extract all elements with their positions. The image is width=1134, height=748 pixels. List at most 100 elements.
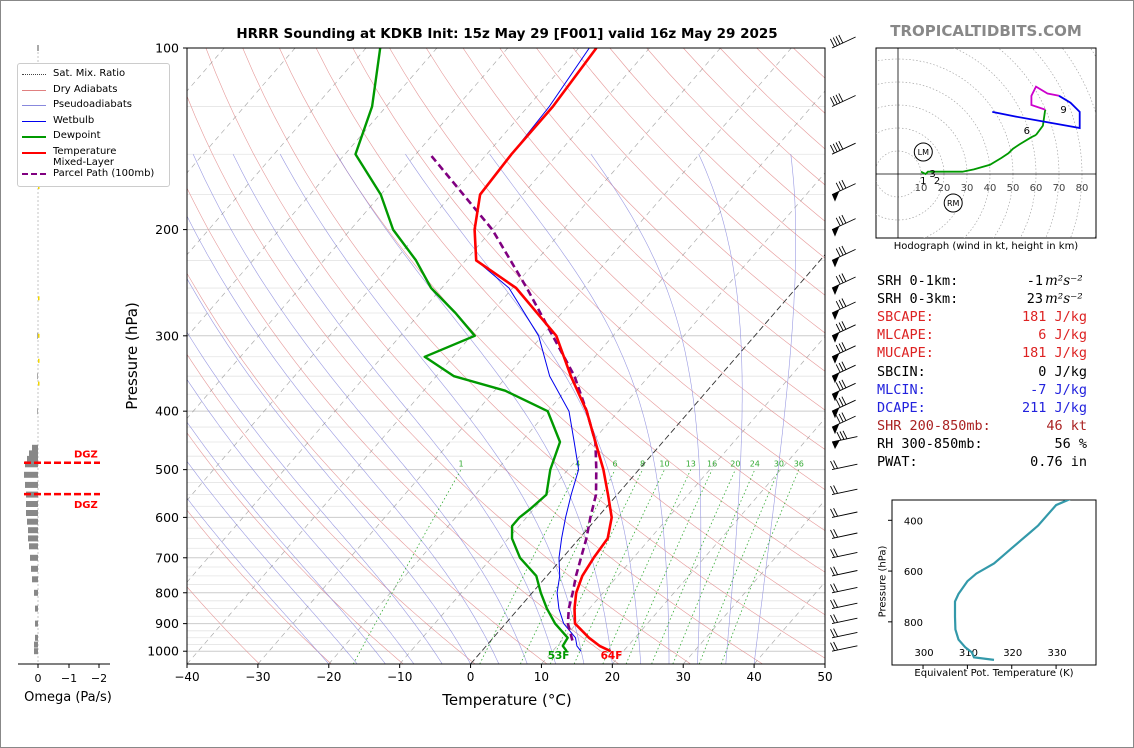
wind-barb-staff: [831, 218, 856, 231]
temperature-line: [473, 48, 613, 653]
wind-barb: [831, 321, 856, 343]
storm-motion-marker: [943, 193, 963, 213]
stat-value-text: 56 %: [1054, 435, 1087, 452]
wind-barb: [830, 614, 858, 625]
stat-value: 0.76 in: [877, 454, 1087, 470]
wind-barb-staff: [831, 511, 858, 518]
legend-label: Sat. Mix. Ratio: [53, 68, 126, 79]
wind-barb-staff: [831, 382, 856, 395]
skewt-axes: 64F 53F −40 −30 −20 −10 0 10 20 30 40 50 100 200 300 40…: [147, 41, 832, 685]
y-tick-label: 300: [155, 328, 179, 343]
hodograph-tick-label: 80: [1076, 183, 1089, 194]
dry-adiabat: [279, 48, 825, 616]
wind-barb-feather: [835, 399, 841, 408]
wind-barb-staff: [831, 415, 856, 428]
mixing-ratio-label: 36: [794, 460, 804, 469]
hodograph: 10 20 30 40 50 60 70 80 1 23 6 9 LM RM: [875, 47, 1097, 239]
hodograph-segment: [1035, 109, 1047, 136]
omega-bar: [30, 554, 38, 561]
stat-value: 0 J/kg: [877, 364, 1087, 380]
dry-adiabat: [187, 95, 691, 664]
wind-barb-feather: [841, 245, 847, 255]
wind-barb-feather: [835, 382, 841, 391]
x-tick-label: 40: [746, 670, 761, 684]
omega-bar-positive: [38, 296, 40, 301]
mixing-ratio-line: [625, 469, 713, 664]
y-tick-label: 800: [155, 585, 179, 600]
wind-barb-feather: [833, 599, 839, 608]
mixing-ratio-line: [479, 469, 579, 664]
wind-barb-flag: [832, 332, 840, 343]
wind-barb: [830, 641, 858, 652]
wind-barb-feather: [830, 614, 835, 624]
wind-barb-feather: [830, 599, 835, 609]
omega-bar: [26, 501, 38, 507]
wind-barb-feather: [830, 629, 835, 638]
wind-barb-staff: [831, 248, 856, 261]
legend-item: Mixed-Layer Parcel Path (100mb): [22, 157, 167, 179]
hodograph-plot: 10 20 30 40 50 60 70 80 1 23 6 9 LM RM: [876, 48, 1096, 238]
wind-barb: [831, 430, 858, 449]
stat-value: 56 %: [877, 436, 1087, 452]
wind-barb-feather: [835, 364, 841, 373]
isotherm: [612, 417, 825, 664]
hodograph-frame: [875, 47, 1097, 239]
hodograph-tick-label: 50: [1007, 183, 1020, 194]
mixing-ratio-label: 6: [613, 460, 618, 469]
storm-motion-label: RM: [947, 199, 960, 208]
stat-label: SHR 200-850mb:: [877, 417, 991, 434]
hodograph-tick-label: 20: [938, 183, 951, 194]
legend-swatch: [22, 74, 46, 75]
legend-swatch: [22, 105, 46, 106]
watermark: TROPICALTIDBITS.COM: [890, 22, 1082, 40]
mixing-ratio-label: 30: [774, 460, 784, 469]
wind-barb-flag: [832, 284, 840, 295]
stat-label: MUCAPE:: [877, 345, 934, 362]
wind-barb-feather: [830, 508, 835, 518]
omega-bar: [35, 605, 38, 612]
legend-swatch: [22, 151, 46, 154]
pseudoadiabat: [336, 154, 613, 664]
wind-barb-feather: [835, 94, 841, 104]
pseudoadiabat: [187, 421, 386, 664]
wetbulb-line: [474, 48, 590, 652]
omega-tick-label: −2: [91, 672, 107, 685]
wind-barb-feather: [833, 583, 839, 592]
omega-bar-positive: [38, 185, 40, 189]
wind-barb-flag: [832, 353, 840, 364]
dgz-label: DGZ: [74, 500, 98, 511]
omega-bar: [37, 408, 38, 415]
legend-label: Temperature: [53, 145, 117, 157]
wind-barb-staff: [831, 532, 858, 539]
stat-label: DCAPE:: [877, 399, 926, 416]
wind-barb-feather: [829, 144, 835, 154]
wind-barb-staff: [831, 602, 858, 610]
theta-e-panel: 300 310 320 330 400 600 800: [888, 499, 1097, 669]
dewpoint-line: [354, 48, 569, 652]
hodograph-height-label: 6: [1024, 126, 1030, 137]
wind-barb-staff: [831, 183, 856, 196]
stat-label: SBCAPE:: [877, 309, 934, 326]
legend-swatch: [22, 136, 46, 138]
wind-barb-feather: [841, 298, 847, 307]
wind-barb-staff: [831, 586, 858, 594]
stat-label: SBCIN:: [877, 363, 926, 380]
wind-barb-feather: [841, 379, 847, 389]
wind-barb-staff: [831, 399, 856, 412]
stat-value-text: 181 J/kg: [1021, 309, 1087, 326]
y-tick-label: 1000: [147, 644, 179, 659]
storm-motion-marker: [913, 142, 933, 162]
wind-barb-feather: [835, 344, 841, 354]
legend-label: Dry Adiabats: [53, 83, 118, 95]
dry-adiabat: [352, 48, 825, 531]
pseudoadiabat: [405, 154, 641, 664]
legend-item: Sat. Mix. Ratio: [22, 67, 167, 81]
theta-e-line: [953, 500, 1071, 661]
wind-barb-feather: [833, 614, 839, 623]
pseudoadiabat: [187, 497, 330, 664]
omega-bar: [34, 648, 38, 655]
dry-adiabat: [187, 272, 548, 664]
surface-dewpoint-label: 53F: [548, 650, 570, 662]
stat-value: 181 J/kg: [877, 309, 1087, 325]
omega-bar: [28, 527, 38, 534]
